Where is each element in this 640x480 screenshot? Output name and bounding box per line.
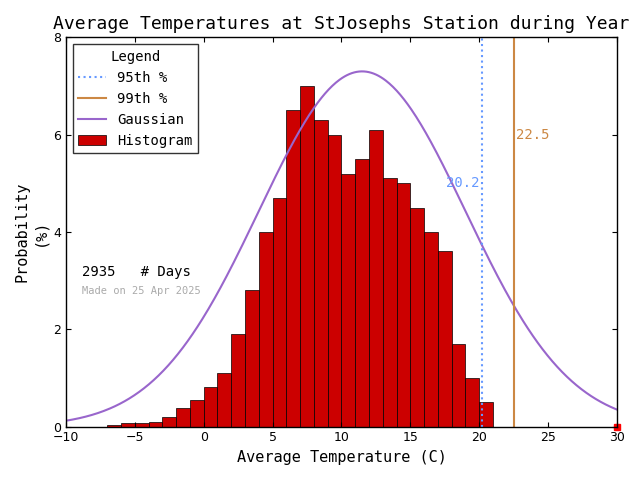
Bar bbox=[245, 290, 259, 427]
Bar bbox=[163, 417, 176, 427]
Bar bbox=[231, 334, 245, 427]
Bar bbox=[259, 232, 273, 427]
Bar bbox=[135, 423, 148, 427]
Bar bbox=[452, 344, 465, 427]
Bar bbox=[273, 198, 286, 427]
Bar bbox=[479, 402, 493, 427]
Bar bbox=[424, 232, 438, 427]
X-axis label: Average Temperature (C): Average Temperature (C) bbox=[237, 450, 446, 465]
Bar bbox=[397, 183, 410, 427]
Title: Average Temperatures at StJosephs Station during Year: Average Temperatures at StJosephs Statio… bbox=[53, 15, 630, 33]
Bar bbox=[121, 423, 135, 427]
Bar bbox=[438, 252, 452, 427]
Bar bbox=[410, 208, 424, 427]
Bar bbox=[286, 110, 300, 427]
Bar bbox=[465, 378, 479, 427]
Bar bbox=[369, 130, 383, 427]
Bar bbox=[218, 373, 231, 427]
Bar bbox=[107, 425, 121, 427]
Bar bbox=[190, 400, 204, 427]
Text: Made on 25 Apr 2025: Made on 25 Apr 2025 bbox=[83, 287, 201, 297]
Legend: 95th %, 99th %, Gaussian, Histogram: 95th %, 99th %, Gaussian, Histogram bbox=[73, 44, 198, 153]
Bar bbox=[314, 120, 328, 427]
Bar bbox=[148, 422, 163, 427]
Bar bbox=[176, 408, 190, 427]
Y-axis label: Probability
(%): Probability (%) bbox=[15, 182, 47, 282]
Text: 20.2: 20.2 bbox=[445, 176, 479, 190]
Bar bbox=[204, 387, 218, 427]
Bar bbox=[300, 86, 314, 427]
Bar bbox=[341, 174, 355, 427]
Bar bbox=[383, 179, 397, 427]
Bar bbox=[355, 159, 369, 427]
Text: 22.5: 22.5 bbox=[516, 128, 550, 142]
Text: 2935   # Days: 2935 # Days bbox=[83, 265, 191, 279]
Bar bbox=[328, 135, 341, 427]
